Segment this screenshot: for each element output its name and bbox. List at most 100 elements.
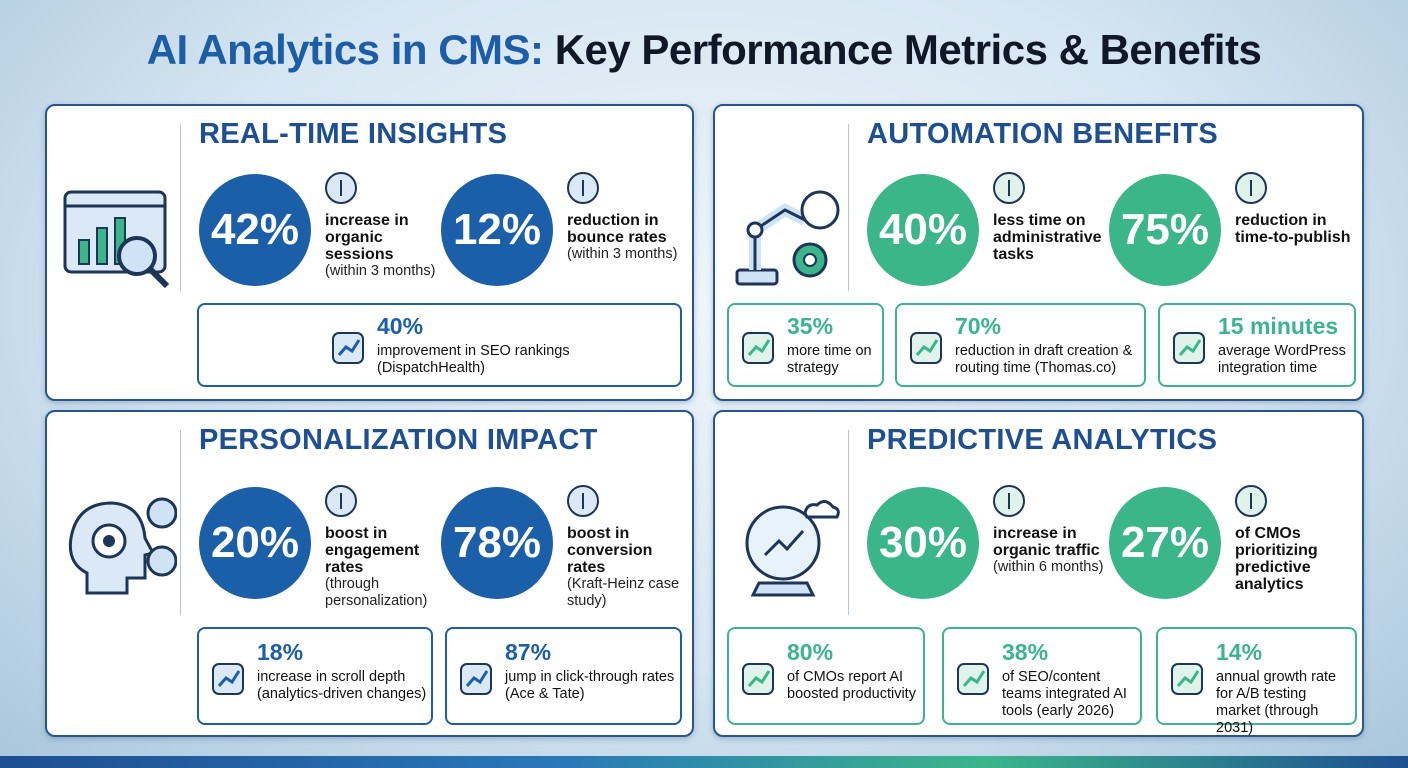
stat-icon — [565, 170, 601, 211]
small-icon-svg — [460, 663, 492, 695]
small-label: of CMOs report AI boosted productivity — [787, 669, 916, 702]
stat-label: boost in engagement rates (through person… — [325, 525, 453, 610]
panel-heading: PREDICTIVE ANALYTICS — [867, 424, 1218, 456]
small-icon-svg — [742, 663, 774, 695]
small-icon — [907, 329, 945, 372]
stat-circle: 75% — [1109, 174, 1221, 286]
small-icon — [1168, 660, 1206, 703]
panel: REAL-TIME INSIGHTS 42% increase in organic… — [45, 104, 694, 401]
stat-circle: 30% — [867, 487, 979, 599]
stat-icon — [565, 483, 601, 524]
stat-label: of CMOs prioritizing predictive analytic… — [1235, 525, 1363, 593]
stat-icon-svg — [993, 485, 1025, 517]
stat-icon-svg — [325, 485, 357, 517]
small-icon-svg — [957, 663, 989, 695]
panel: AUTOMATION BENEFITS 40% less time on admin… — [713, 104, 1364, 401]
stat-icon — [991, 170, 1027, 211]
small-value: 87% — [505, 639, 552, 665]
stat-text: reduction in bounce rates — [567, 212, 667, 246]
small-stat: 18% increase in scroll depth (analytics-d… — [197, 627, 433, 725]
small-icon — [329, 329, 367, 372]
panel-icon — [725, 483, 845, 608]
stat-note: (through personalization) — [325, 576, 428, 609]
small-label: jump in click-through rates (Ace & Tate) — [505, 669, 675, 702]
stat-icon-svg — [993, 172, 1025, 204]
panel-icon — [57, 483, 178, 608]
small-value: 14% — [1216, 639, 1263, 665]
small-label: of SEO/content teams integrated AI tools… — [1002, 669, 1127, 719]
small-icon-svg — [742, 332, 774, 364]
title-highlight: AI Analytics in CMS: — [146, 26, 544, 73]
stat-icon — [991, 483, 1027, 524]
small-icon — [954, 660, 992, 703]
small-stat: 15 minutes average WordPress integration … — [1158, 303, 1356, 387]
small-icon-svg — [1173, 332, 1205, 364]
stat-circle: 42% — [199, 174, 311, 286]
small-value: 18% — [257, 639, 304, 665]
small-value: 35% — [787, 313, 834, 339]
stat-icon — [323, 170, 359, 211]
stat-note: (within 3 months) — [325, 263, 436, 279]
panel-icon-svg — [68, 497, 178, 595]
stat-circle: 27% — [1109, 487, 1221, 599]
title: AI Analytics in CMS: Key Performance Met… — [0, 26, 1408, 74]
small-icon-svg — [910, 332, 942, 364]
panel-heading: REAL-TIME INSIGHTS — [199, 118, 508, 150]
small-icon — [739, 660, 777, 703]
stat-text: boost in conversion rates — [567, 525, 653, 576]
small-icon-svg — [332, 332, 364, 364]
stat-icon-svg — [567, 485, 599, 517]
stat-icon-svg — [1235, 172, 1267, 204]
stat-text: less time on administrative tasks — [993, 212, 1102, 263]
small-label: annual growth rate for A/B testing marke… — [1216, 669, 1337, 736]
small-value: 38% — [1002, 639, 1049, 665]
panel-heading: PERSONALIZATION IMPACT — [199, 424, 598, 456]
stat-text: increase in organic traffic — [993, 525, 1100, 559]
stat-note: (Kraft-Heinz case study) — [567, 576, 680, 609]
stat-text: increase in organic sessions — [325, 212, 409, 263]
stat-note: (within 3 months) — [567, 246, 678, 262]
divider — [848, 430, 849, 615]
small-label: improvement in SEO rankings (DispatchHea… — [377, 343, 570, 376]
small-icon — [1170, 329, 1208, 372]
stat-label: reduction in time-to-publish — [1235, 212, 1363, 246]
bottom-strip — [0, 756, 1408, 768]
panel: PREDICTIVE ANALYTICS 30% increase in organ… — [713, 410, 1364, 737]
title-rest: Key Performance Metrics & Benefits — [554, 26, 1262, 73]
panel-icon-svg — [63, 190, 170, 289]
stat-circle: 78% — [441, 487, 553, 599]
small-icon-svg — [212, 663, 244, 695]
stat-icon — [1233, 170, 1269, 211]
divider — [180, 124, 181, 291]
stat-label: less time on administrative tasks — [993, 212, 1121, 263]
small-icon — [209, 660, 247, 703]
small-value: 80% — [787, 639, 834, 665]
stat-label: increase in organic traffic (within 6 mon… — [993, 525, 1121, 576]
divider — [848, 124, 849, 291]
small-value: 40% — [377, 313, 424, 339]
small-stat: 14% annual growth rate for A/B testing ma… — [1156, 627, 1357, 736]
stat-label: boost in conversion rates (Kraft-Heinz ca… — [567, 525, 695, 610]
divider — [180, 430, 181, 615]
small-value: 15 minutes — [1218, 313, 1339, 339]
small-stat: 80% of CMOs report AI boosted productivit… — [727, 627, 925, 725]
small-stat: 87% jump in click-through rates (Ace & Ta… — [445, 627, 682, 725]
stat-icon-svg — [567, 172, 599, 204]
stat-label: reduction in bounce rates (within 3 month… — [567, 212, 695, 263]
panel-icon — [725, 170, 845, 295]
stat-icon — [323, 483, 359, 524]
panel-icon-svg — [735, 190, 840, 286]
small-label: increase in scroll depth (analytics-driv… — [257, 669, 427, 702]
stat-note: (within 6 months) — [993, 559, 1104, 575]
small-icon — [457, 660, 495, 703]
stat-circle: 20% — [199, 487, 311, 599]
small-icon-svg — [1171, 663, 1203, 695]
stat-icon — [1233, 483, 1269, 524]
small-icon — [739, 329, 777, 372]
stat-text: reduction in time-to-publish — [1235, 212, 1351, 246]
panel: PERSONALIZATION IMPACT 20% boost in engage… — [45, 410, 694, 737]
small-label: more time on strategy — [787, 343, 872, 376]
small-stat: 35% more time on strategy — [727, 303, 884, 387]
small-stat: 38% of SEO/content teams integrated AI to… — [942, 627, 1142, 725]
